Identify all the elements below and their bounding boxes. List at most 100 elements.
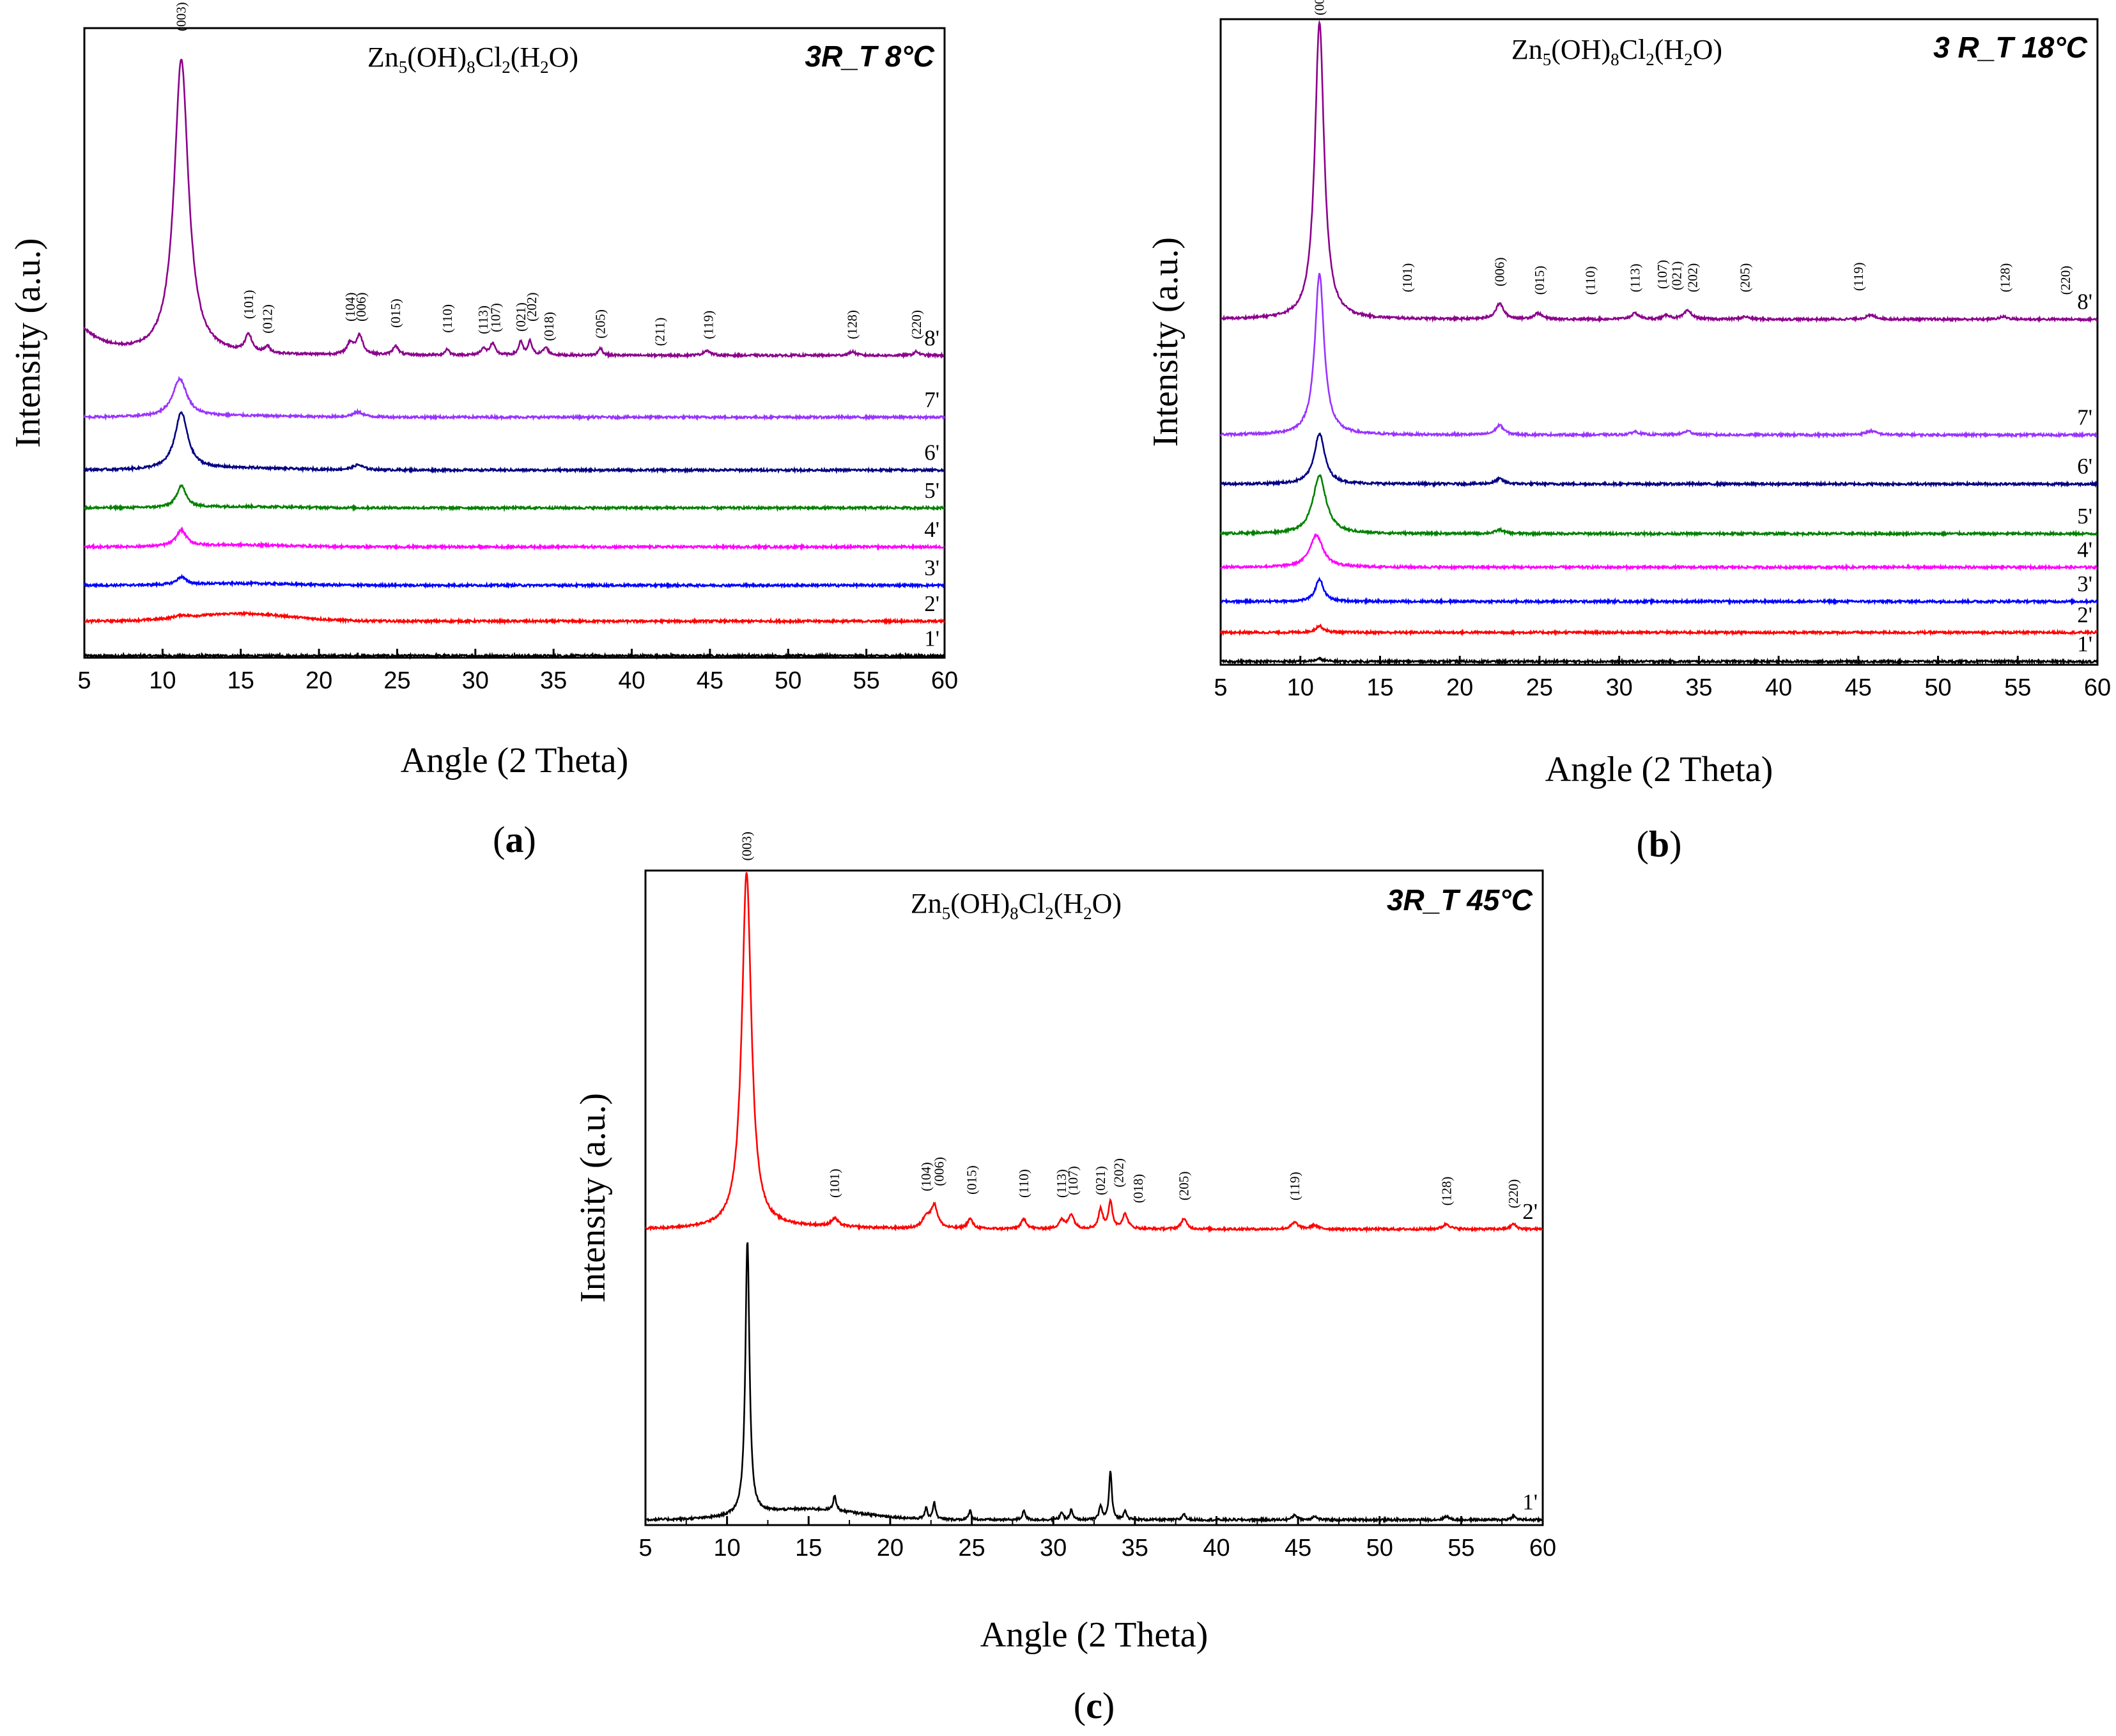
xrd-curve-7p [83, 375, 945, 422]
condition-label: 3R_T 8°C [805, 40, 935, 73]
x-tick-label: 35 [1122, 1535, 1148, 1562]
hkl-annotation: (119) [700, 311, 716, 339]
hkl-annotation: (110) [1016, 1169, 1031, 1198]
y-axis-title: Intensity (a.u.) [573, 1093, 613, 1303]
xrd-curve-4p [84, 526, 945, 552]
xrd-curve-5p [83, 484, 945, 513]
x-tick-label: 10 [1287, 674, 1314, 701]
xrd-curve-1p [645, 1242, 1543, 1524]
hkl-annotation: (021) [1093, 1166, 1108, 1195]
curve-label: 1' [1522, 1489, 1538, 1514]
x-tick-label: 50 [1924, 674, 1951, 701]
curve-label: 4' [924, 517, 939, 542]
hkl-annotation: (205) [1738, 263, 1753, 293]
curve-label: 4' [2077, 537, 2092, 562]
xrd-curve-1p [83, 651, 945, 660]
curve-label: 3' [924, 555, 939, 580]
x-tick-label: 45 [1845, 674, 1872, 701]
xrd-curve-8p [1220, 19, 2098, 323]
x-tick-label: 10 [713, 1535, 740, 1562]
hkl-annotation: (018) [1131, 1174, 1146, 1204]
xrd-curve-2p [644, 872, 1543, 1234]
x-tick-label: 35 [1685, 674, 1712, 701]
x-tick-label: 30 [462, 667, 489, 694]
panel-label: (b) [1637, 823, 1682, 865]
xrd-curve-2p [84, 610, 945, 626]
plot-frame [644, 869, 1544, 1526]
xrd-curve-4p [1220, 533, 2098, 572]
x-tick-label: 25 [958, 1535, 985, 1562]
hkl-annotation: (021) [513, 302, 529, 332]
x-tick-label: 25 [1526, 674, 1553, 701]
xrd-curve-6p [1219, 432, 2098, 488]
curve-label: 5' [2077, 504, 2092, 529]
x-tick-label: 20 [877, 1535, 904, 1562]
hkl-annotation: (104) [343, 293, 358, 322]
hkl-annotation: (220) [1506, 1179, 1521, 1209]
xrd-curve-1p [1220, 656, 2098, 666]
curve-label: 6' [2077, 454, 2092, 479]
hkl-annotation: (015) [1532, 266, 1547, 295]
x-tick-label: 45 [697, 667, 723, 694]
x-axis-title: Angle (2 Theta) [1545, 750, 1773, 789]
panel-label: (c) [1074, 1685, 1115, 1726]
hkl-annotation: (015) [388, 298, 403, 328]
x-tick-label: 55 [2004, 674, 2031, 701]
x-tick-label: 15 [1366, 674, 1393, 701]
hkl-annotation: (220) [2058, 266, 2073, 295]
x-tick-label: 60 [1529, 1535, 1556, 1562]
hkl-annotation: (202) [1111, 1158, 1126, 1188]
x-tick-label: 55 [853, 667, 879, 694]
hkl-annotation: (128) [1439, 1177, 1454, 1206]
curve-label: 3' [2077, 571, 2092, 596]
compound-formula: Zn5(OH)8Cl2(H2O) [1511, 34, 1722, 69]
x-tick-label: 60 [931, 667, 958, 694]
hkl-annotation: (006) [931, 1157, 946, 1186]
x-tick-label: 55 [1448, 1535, 1474, 1562]
x-axis-title: Angle (2 Theta) [401, 741, 629, 780]
x-tick-label: 10 [149, 667, 176, 694]
x-tick-label: 30 [1040, 1535, 1067, 1562]
hkl-annotation: (202) [524, 293, 539, 322]
curve-label: 8' [2077, 289, 2092, 314]
condition-label: 3 R_T 18°C [1933, 31, 2088, 64]
xrd-panel-c: 5 10 15 20 25 30 35 40 45 50 55 60 1' 2' (003) (101) (10… [573, 832, 1556, 1726]
hkl-annotation: (110) [440, 304, 455, 333]
condition-label: 3R_T 45°C [1387, 883, 1533, 917]
curve-label: 7' [2077, 405, 2092, 430]
xrd-curve-7p [1219, 273, 2097, 439]
compound-formula: Zn5(OH)8Cl2(H2O) [367, 42, 578, 77]
x-tick-label: 50 [1366, 1535, 1393, 1562]
hkl-annotation: (128) [845, 310, 860, 339]
hkl-annotation: (128) [1997, 263, 2012, 293]
x-tick-label: 60 [2084, 674, 2111, 701]
xrd-curve-8p [83, 58, 945, 359]
hkl-annotation: (110) [1583, 267, 1598, 295]
curve-label: 2' [2077, 602, 2092, 627]
curve-label: 5' [924, 478, 939, 503]
x-tick-label: 45 [1285, 1535, 1311, 1562]
hkl-annotation: (119) [1851, 262, 1866, 291]
x-tick-label: 35 [540, 667, 567, 694]
hkl-annotation: (003) [174, 2, 189, 31]
x-tick-label: 40 [1203, 1535, 1230, 1562]
xrd-panel-b: 5 10 15 20 25 30 35 40 45 50 55 601'2'3'4'5'6'7'8'(… [1146, 0, 2111, 865]
x-axis-title: Angle (2 Theta) [980, 1615, 1209, 1655]
hkl-annotation: (113) [1628, 264, 1643, 293]
x-tick-label: 15 [228, 667, 254, 694]
curve-label: 2' [924, 591, 939, 616]
hkl-annotation: (104) [918, 1162, 934, 1191]
x-tick-label: 5 [638, 1535, 652, 1562]
hkl-annotation: (220) [909, 310, 924, 339]
hkl-annotation: (003) [1312, 0, 1327, 15]
hkl-annotation: (119) [1287, 1172, 1302, 1200]
x-tick-label: 5 [1214, 674, 1227, 701]
xrd-curve-5p [1219, 474, 2098, 538]
hkl-annotation: (113) [475, 306, 491, 334]
panel-label: (a) [493, 819, 536, 860]
compound-formula: Zn5(OH)8Cl2(H2O) [911, 888, 1122, 923]
hkl-annotation: (107) [1655, 260, 1670, 290]
x-tick-label: 25 [383, 667, 410, 694]
hkl-annotation: (202) [1685, 263, 1700, 293]
